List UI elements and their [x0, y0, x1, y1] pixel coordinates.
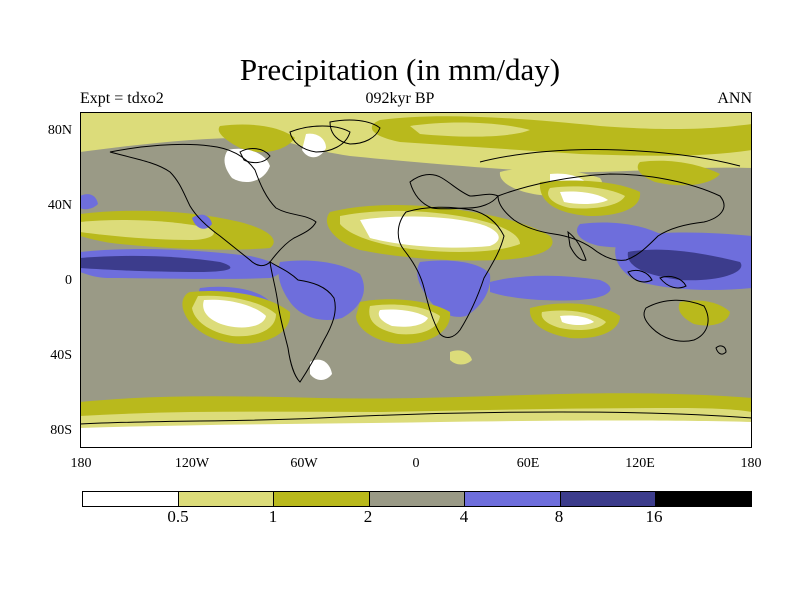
lon-label-120w: 120W — [174, 456, 210, 471]
lon-label-60w: 60W — [290, 456, 318, 471]
colorbar — [82, 491, 752, 507]
colorbar-label: 16 — [645, 507, 663, 526]
colorbar-label: 1 — [268, 507, 278, 526]
map-title: Precipitation (in mm/day) — [239, 52, 561, 87]
colorbar-box — [465, 492, 561, 506]
colorbar-box — [178, 492, 275, 506]
precipitation-map — [80, 112, 752, 448]
season-label: ANN — [717, 90, 752, 107]
lon-label-0: 0 — [412, 456, 420, 471]
colorbar-box — [83, 492, 179, 506]
lon-label-180e: 180 — [740, 456, 762, 471]
colorbar-label: 4 — [459, 507, 469, 526]
lon-label-180w: 180 — [70, 456, 92, 471]
colorbar-box — [656, 492, 752, 506]
colorbar-box — [560, 492, 657, 506]
precip-fill — [80, 112, 752, 448]
lon-label-120e: 120E — [625, 456, 655, 471]
lat-label-80s: 80S — [50, 423, 72, 438]
lat-label-0: 0 — [65, 273, 72, 288]
lat-label-80n: 80N — [47, 123, 72, 138]
lat-label-40n: 40N — [47, 198, 72, 213]
lon-label-60e: 60E — [516, 456, 540, 471]
coastlines — [80, 119, 752, 425]
period-label: 092kyr BP — [365, 90, 435, 107]
colorbar-label: 8 — [554, 507, 564, 526]
colorbar-label: 0.5 — [167, 507, 189, 526]
experiment-label: Expt = tdxo2 — [80, 90, 164, 107]
colorbar-box — [274, 492, 370, 506]
lat-label-40s: 40S — [50, 348, 72, 363]
colorbar-box — [369, 492, 466, 506]
colorbar-label: 2 — [363, 507, 373, 526]
